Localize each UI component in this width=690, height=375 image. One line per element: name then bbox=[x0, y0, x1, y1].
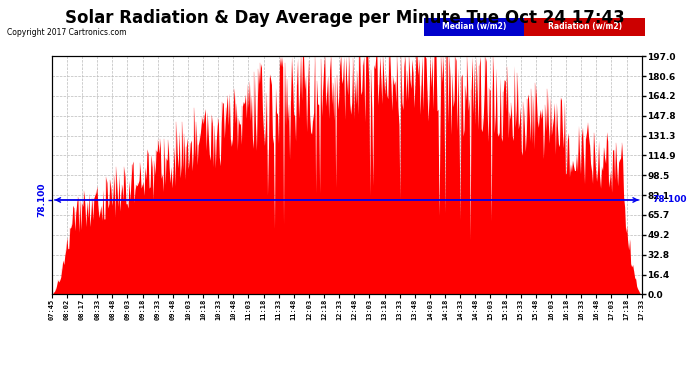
Text: Radiation (w/m2): Radiation (w/m2) bbox=[548, 22, 622, 31]
Text: 78.100: 78.100 bbox=[653, 195, 687, 204]
Text: Solar Radiation & Day Average per Minute Tue Oct 24 17:43: Solar Radiation & Day Average per Minute… bbox=[65, 9, 625, 27]
Text: Median (w/m2): Median (w/m2) bbox=[442, 22, 506, 31]
Text: Copyright 2017 Cartronics.com: Copyright 2017 Cartronics.com bbox=[7, 28, 126, 37]
